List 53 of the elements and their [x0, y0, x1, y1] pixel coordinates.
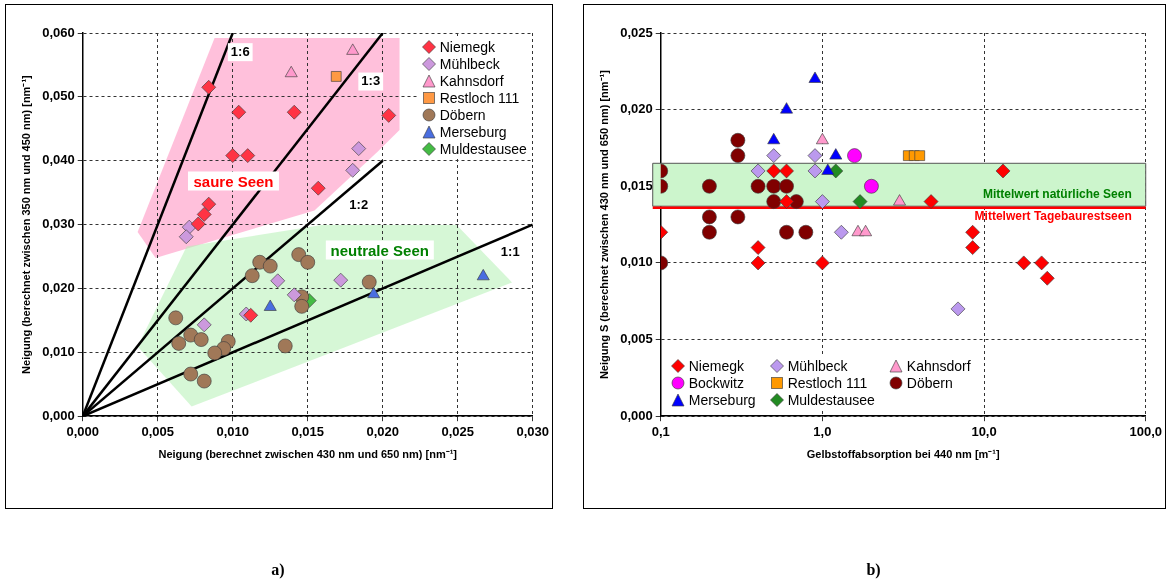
y-tick-label: 0,000 [42, 407, 75, 423]
legend-label: Bockwitz [688, 375, 744, 392]
x-axis-title: Neigung (berechnet zwischen 430 nm und 650 nm) [nm⁻¹] [158, 448, 458, 461]
legend-label: Döbern [906, 375, 953, 392]
legend-label: Mühlbeck [439, 56, 500, 72]
y-tick-label: 0,040 [42, 152, 75, 168]
x-axis-title: Gelbstoffabsorption bei 440 nm [m⁻¹] [806, 448, 1000, 461]
annotation: 1:2 [349, 197, 369, 213]
x-tick-label: 0,000 [66, 423, 100, 439]
y-tick-label: 0,020 [42, 280, 75, 296]
x-tick-label: 0,020 [366, 423, 400, 439]
legend-label: Restloch 111 [787, 375, 868, 392]
annotation: saure Seen [188, 171, 279, 191]
y-tick-label: 0,015 [620, 177, 653, 193]
annotation: 1:3 [361, 73, 381, 89]
annotation: 1:6 [230, 43, 250, 59]
legend-label: Niemegk [688, 358, 744, 375]
ref-line-label: Mittelwert Tagebaurestseen [974, 209, 1132, 224]
x-tick-label: 0,010 [216, 423, 250, 439]
y-tick-label: 0,005 [620, 331, 653, 347]
y-axis-title: Neigung S (berechnet zwischen 430 nm und 650 nm) [nm⁻¹] [597, 69, 610, 380]
x-tick-label: 0,015 [291, 423, 325, 439]
text: a) [270, 561, 286, 579]
legend-label: Merseburg [688, 392, 756, 409]
y-tick-label: 0,060 [42, 24, 75, 40]
x-tick-label: 10,0 [971, 423, 997, 439]
y-axis-title: Neigung (berechnet zwischen 350 nm und 450 nm) [nm⁻¹] [19, 74, 32, 374]
legend-label: Niemegk [439, 39, 495, 55]
legend-label: Restloch 111 [439, 90, 520, 106]
x-tick-label: 0,1 [651, 423, 670, 439]
y-tick-label: 0,050 [42, 88, 75, 104]
y-tick-label: 0,010 [620, 254, 653, 270]
legend-label: Kahnsdorf [439, 73, 504, 89]
legend-label: Kahnsdorf [906, 358, 971, 375]
y-tick-label: 0,000 [620, 407, 653, 423]
annotation: 1:1 [500, 243, 520, 259]
x-tick-label: 0,005 [141, 423, 175, 439]
x-tick-label: 0,025 [441, 423, 475, 439]
legend-label: Merseburg [439, 124, 507, 140]
x-tick-label: 100,0 [1129, 423, 1163, 439]
band-label: Mittelwert natürliche Seen [983, 186, 1132, 201]
legend-label: Döbern [439, 107, 486, 123]
y-tick-label: 0,025 [620, 24, 653, 40]
text: b) [865, 561, 882, 579]
legend-label: Mühlbeck [787, 358, 848, 375]
annotation: neutrale Seen [325, 240, 434, 259]
legend-label: Muldestausee [787, 392, 875, 409]
y-tick-label: 0,010 [42, 343, 75, 359]
y-tick-label: 0,030 [42, 216, 75, 232]
legend-label: Muldestausee [439, 141, 527, 157]
x-tick-label: 0,030 [516, 423, 550, 439]
x-tick-label: 1,0 [813, 423, 832, 439]
y-tick-label: 0,020 [620, 101, 653, 117]
